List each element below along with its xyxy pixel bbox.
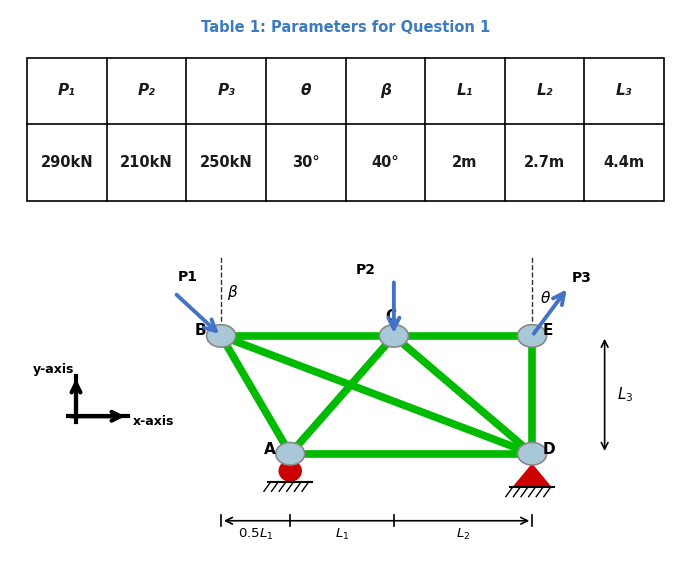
Text: 2m: 2m: [452, 155, 477, 170]
Circle shape: [379, 325, 408, 347]
Text: y-axis: y-axis: [33, 363, 75, 376]
Text: P₁: P₁: [58, 84, 76, 99]
Bar: [27, 58, 664, 201]
Text: $\theta$: $\theta$: [540, 290, 551, 306]
Text: $L_3$: $L_3$: [617, 385, 634, 404]
Text: $0.5L_1$: $0.5L_1$: [238, 527, 274, 542]
Text: x-axis: x-axis: [133, 415, 174, 428]
Text: C: C: [386, 309, 397, 324]
Text: D: D: [542, 442, 555, 457]
Circle shape: [207, 325, 236, 347]
Text: θ: θ: [301, 84, 311, 99]
Text: L₃: L₃: [616, 84, 632, 99]
Text: P1: P1: [178, 270, 198, 284]
Text: P3: P3: [572, 271, 591, 285]
Text: L₁: L₁: [457, 84, 473, 99]
Text: 290kN: 290kN: [41, 155, 93, 170]
Text: Table 1: Parameters for Question 1: Table 1: Parameters for Question 1: [201, 20, 490, 35]
Circle shape: [518, 443, 547, 465]
Text: P₃: P₃: [217, 84, 235, 99]
Text: 40°: 40°: [372, 155, 399, 170]
Text: $\beta$: $\beta$: [227, 283, 238, 302]
Circle shape: [518, 325, 547, 347]
Ellipse shape: [279, 460, 301, 481]
Polygon shape: [513, 464, 551, 487]
Text: 4.4m: 4.4m: [603, 155, 645, 170]
Text: $L_2$: $L_2$: [456, 527, 470, 542]
Text: P₂: P₂: [138, 84, 155, 99]
Text: 2.7m: 2.7m: [524, 155, 565, 170]
Text: A: A: [264, 442, 276, 457]
Text: $L_1$: $L_1$: [335, 527, 349, 542]
Text: B: B: [195, 323, 207, 338]
Text: P2: P2: [356, 263, 376, 278]
Text: 250kN: 250kN: [200, 155, 252, 170]
Text: L₂: L₂: [536, 84, 553, 99]
Text: 30°: 30°: [292, 155, 319, 170]
Text: 210kN: 210kN: [120, 155, 173, 170]
Circle shape: [276, 443, 305, 465]
Text: E: E: [542, 323, 553, 338]
Text: β: β: [380, 84, 390, 99]
